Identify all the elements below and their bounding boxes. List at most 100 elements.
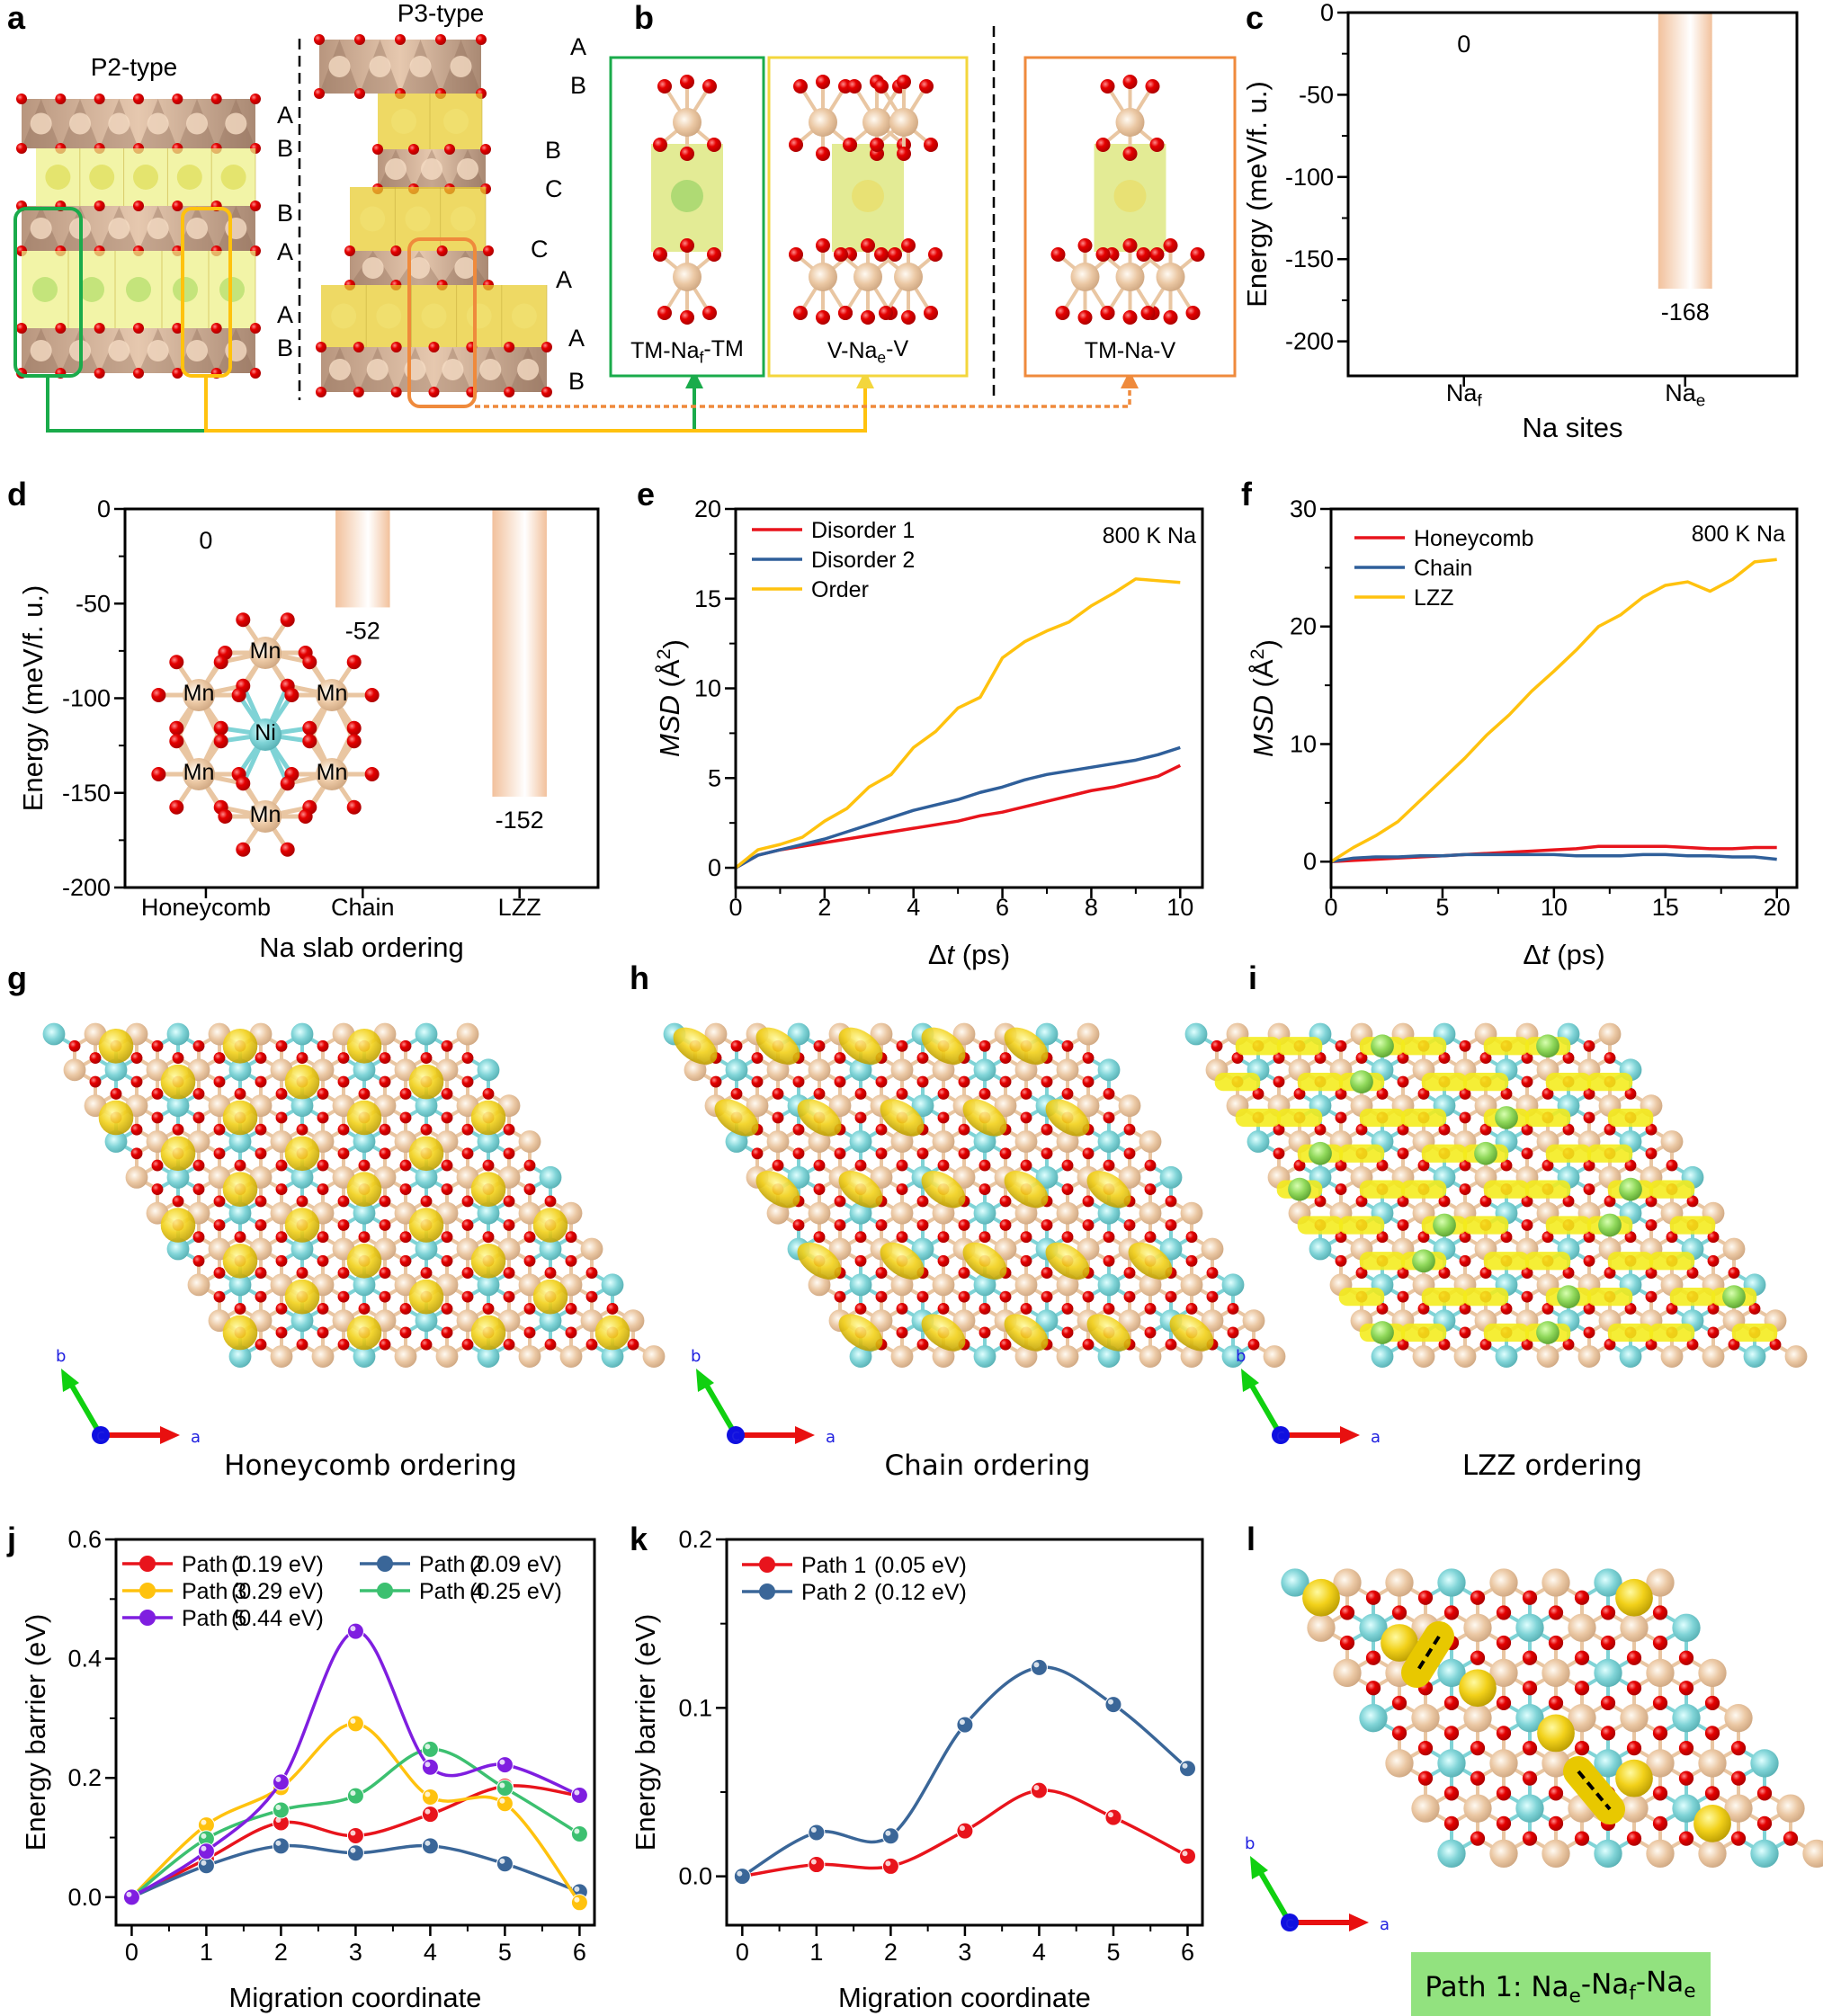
x-tick-label: 10: [1166, 894, 1193, 921]
atom-mn: [1489, 1839, 1518, 1869]
atom-o: [1522, 1771, 1538, 1786]
atom-mn: [270, 1345, 293, 1368]
atom-mn: [1139, 1130, 1162, 1153]
atom-o: [503, 1123, 515, 1136]
atom-na: [1536, 1034, 1559, 1058]
atom-o: [172, 1123, 184, 1136]
atom-o: [280, 612, 295, 628]
atom-o: [1542, 1087, 1554, 1100]
atom-o: [979, 1039, 991, 1052]
na-isosurface: [1462, 1288, 1509, 1307]
b-axis-label: b: [56, 1347, 66, 1366]
atom-o: [172, 94, 183, 104]
atom-o: [879, 306, 893, 320]
atom-o: [816, 310, 830, 325]
atom-o: [1123, 1123, 1136, 1136]
atom-o: [1314, 1052, 1327, 1064]
series-line: [741, 1665, 1189, 1878]
atom-ni: [1359, 1613, 1388, 1642]
na-isosurface: [714, 1099, 759, 1137]
x-axis-title: Δt (ps): [928, 939, 1010, 970]
data-point-highlight: [424, 1791, 431, 1797]
atom-o: [1438, 1195, 1451, 1208]
atom-o: [399, 1159, 412, 1172]
atom-mn: [870, 1022, 893, 1046]
atom-o: [861, 238, 875, 253]
series-line: [130, 1722, 581, 1904]
atom-o: [317, 1302, 329, 1315]
na-isosurface: [222, 1315, 258, 1351]
data-point: [881, 1827, 899, 1845]
atom-o: [172, 201, 183, 211]
path-label-part: e: [1684, 1980, 1695, 2003]
atom-mn: [1115, 108, 1145, 137]
atom-o: [1123, 1219, 1136, 1231]
atom-o: [606, 1302, 619, 1315]
atom-o: [999, 1147, 1012, 1160]
atom-o: [89, 1075, 102, 1088]
atom-o: [585, 1338, 598, 1351]
atom-mn: [952, 1309, 976, 1333]
y-axis-title: Energy (meV/f. u.): [17, 585, 49, 812]
x-axis-title-part: t: [1542, 939, 1550, 970]
atom-o: [523, 1254, 536, 1267]
na-isosurface: [160, 1136, 196, 1172]
na-isosurface: [838, 1027, 883, 1065]
x-tick-label: 1: [200, 1939, 213, 1966]
na-isosurface: [1235, 1037, 1282, 1056]
y-axis-title: Energy barrier (eV): [20, 1614, 51, 1851]
atom-mn: [1014, 1273, 1038, 1297]
tm-octahedra-layer: [16, 323, 261, 379]
atom-o: [1604, 1195, 1616, 1208]
atom-o: [1211, 1039, 1223, 1052]
x-tick-label: 6: [573, 1939, 586, 1966]
atom-o: [1521, 1052, 1533, 1064]
a-axis-arrow-icon: [160, 1426, 180, 1444]
atom-o: [1149, 247, 1165, 262]
atom-na: [1459, 1669, 1497, 1708]
atom-mn: [1660, 1345, 1684, 1368]
x-tick-label: 2: [818, 894, 831, 921]
atom-o: [1728, 1338, 1740, 1351]
atom-o: [1562, 1338, 1575, 1351]
atom-o: [1020, 1087, 1032, 1100]
x-tick-label: 2: [884, 1939, 898, 1966]
atom-o: [1355, 1267, 1368, 1280]
atom-o: [901, 310, 916, 325]
atom-o: [958, 1147, 970, 1160]
atom-ni: [1672, 1704, 1701, 1733]
atom-o: [916, 1147, 929, 1160]
atom-o: [1470, 1741, 1486, 1756]
data-point-highlight: [574, 1828, 580, 1834]
y-axis-title-part: 2: [652, 648, 675, 659]
plot-frame: [1346, 11, 1799, 378]
x-axis-title: Δt (ps): [1523, 939, 1604, 970]
stacking-letter: B: [570, 72, 586, 99]
atom-mn: [1542, 1749, 1570, 1778]
na-isosurface: [797, 1242, 842, 1280]
atom-o: [236, 776, 251, 791]
atom-mn: [1620, 1794, 1649, 1823]
atom-mn: [1646, 1839, 1675, 1869]
x-axis-title: Na sites: [1523, 412, 1623, 443]
bar: [1658, 13, 1712, 290]
atom-o: [503, 1195, 515, 1208]
na-isosurface: [470, 1315, 506, 1351]
atom-o: [1604, 1267, 1616, 1280]
atom-o: [1479, 1267, 1492, 1280]
atom-o: [1583, 1183, 1595, 1196]
atom-o: [317, 1087, 329, 1100]
atom-o: [979, 1326, 991, 1339]
data-point-highlight: [1033, 1785, 1040, 1791]
atom-o: [255, 1219, 267, 1231]
data-point: [272, 1773, 290, 1791]
na-isosurface: [1669, 1288, 1716, 1307]
atom-mn: [187, 1273, 210, 1297]
atom-o: [707, 247, 721, 262]
data-point-highlight: [275, 1776, 281, 1782]
atom-o: [1562, 1052, 1575, 1064]
atom-o: [337, 1075, 350, 1088]
chart-e: Disorder 1 Disorder 2 Order 0 2 4 6 8 10 800 K Na…: [652, 495, 1204, 970]
na-isosurface: [1400, 1037, 1447, 1056]
atom-o: [275, 1326, 288, 1339]
